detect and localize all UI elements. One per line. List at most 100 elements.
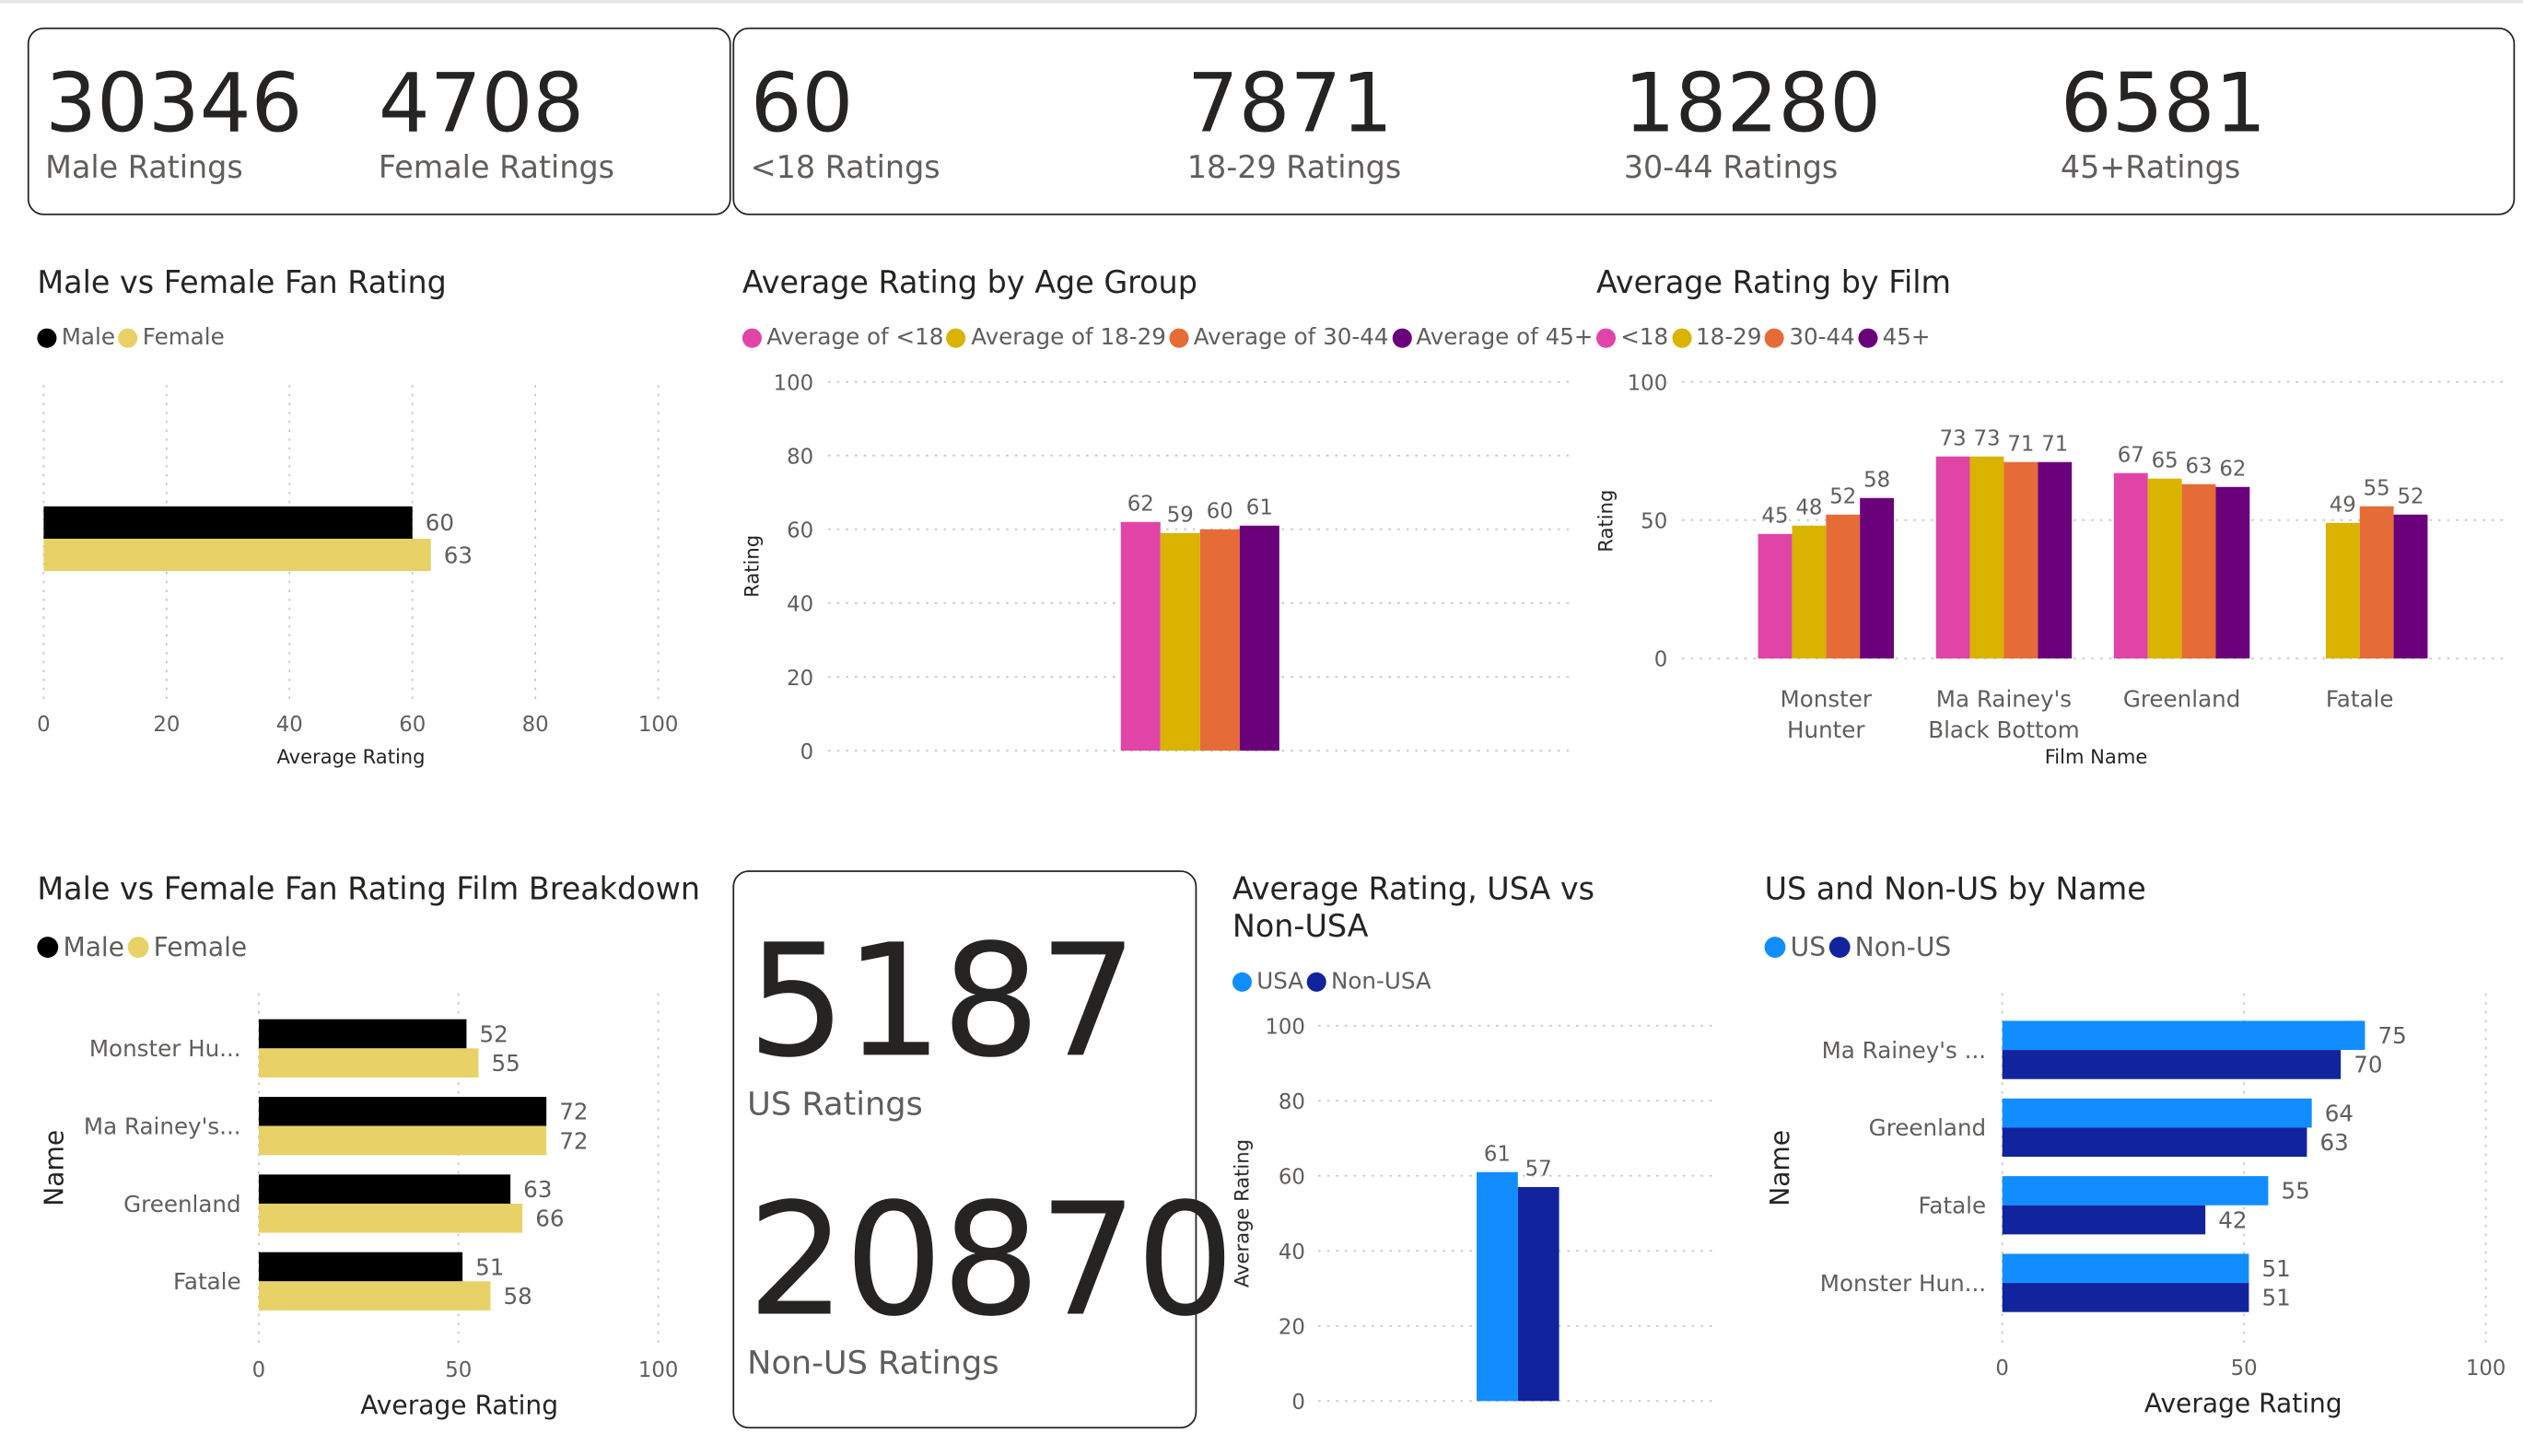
category-label: Fatale [1919,1193,1987,1219]
y-tick-label: 40 [1279,1241,1305,1264]
x-tick-label: 0 [252,1358,266,1382]
us-ratings-value: 5187 [747,911,1138,1092]
age18-29-kpi: 7871 18-29 Ratings [1187,58,1401,188]
legend-under18[interactable]: Average of <18 [742,325,943,351]
data-label: 63 [523,1176,552,1203]
data-label: 55 [2281,1178,2309,1205]
bar-non-us [2002,1283,2249,1312]
x-axis-title: Average Rating [276,745,425,768]
legend-non-us[interactable]: Non-US [1828,931,1952,963]
data-label: 70 [2354,1052,2382,1078]
legend-male[interactable]: Male [37,325,115,351]
data-label: 62 [1127,492,1154,516]
data-label: 51 [475,1253,504,1280]
age-kpi-card[interactable]: 60 <18 Ratings 7871 18-29 Ratings 18280 … [732,27,2516,215]
x-tick-label: 20 [153,713,180,737]
y-tick-label: 0 [1291,1391,1305,1415]
legend-female[interactable]: Female [118,325,225,351]
data-label: 61 [1246,495,1273,519]
data-label: 49 [2330,493,2356,517]
legend-label: Average of 30-44 [1193,325,1389,352]
data-label: 71 [2041,432,2068,456]
usa-vs-non-chart-title-line2: Non-USA [1232,909,1369,945]
age-group-chart-title: Average Rating by Age Group [742,265,1197,301]
bar-30-44 [2003,461,2038,658]
x-tick-label: 80 [522,713,549,737]
us-by-name-legend: US Non-US [1764,931,1955,963]
data-label: 63 [2319,1129,2348,1156]
legend-usa[interactable]: USA [1232,969,1303,995]
category-label: Greenland [1869,1114,1986,1141]
legend-label: US [1790,931,1827,963]
male-ratings-value: 30346 [45,56,303,151]
legend-label: Non-USA [1330,969,1431,996]
bar-45- [2038,461,2073,658]
legend-under18[interactable]: <18 [1595,325,1668,351]
legend-30-44[interactable]: 30-44 [1764,325,1855,352]
bar-non-us [2002,1127,2307,1158]
bar-30-44 [1826,514,1861,658]
legend-dot-icon [1392,328,1412,348]
x-tick-label: 100 [638,1358,679,1382]
legend-dot-icon [1671,328,1691,348]
data-label: 57 [1525,1158,1552,1182]
us-kpi-card[interactable]: 5187 US Ratings 20870 Non-US Ratings [732,870,1234,1429]
data-label: 64 [2325,1100,2354,1126]
legend-us[interactable]: US [1764,931,1827,963]
bar-45- [1860,497,1895,658]
age30-44-ratings-label: 30-44 Ratings [1623,150,1839,187]
legend-30-44[interactable]: Average of 30-44 [1169,325,1389,352]
y-tick-label: 100 [1265,1016,1305,1040]
bar-18-29 [1792,525,1827,658]
data-label: 63 [444,542,473,568]
film-breakdown-legend: Male Female [37,932,250,962]
legend-label: 30-44 [1789,325,1855,352]
data-label: 45 [1761,504,1788,528]
legend-18-29[interactable]: 18-29 [1671,325,1761,351]
legend-label: Non-US [1854,931,1952,963]
bar-average-of-45- [1239,525,1279,751]
legend-dot-icon [1828,937,1851,958]
legend-dot-icon [1169,328,1189,348]
bar-18-29 [2325,522,2360,658]
category-label: Ma Rainey's [1936,686,2072,713]
y-tick-label: 0 [800,740,814,764]
top-divider [0,0,2523,4]
data-label: 52 [2397,484,2424,508]
y-tick-label: 40 [787,593,813,617]
bar-female [258,1203,523,1233]
data-label: 61 [1484,1142,1511,1166]
by-film-chart-title: Average Rating by Film [1595,265,1952,301]
bar-us [2002,1176,2269,1206]
x-axis-title: Average Rating [2144,1389,2342,1419]
x-tick-label: 50 [445,1358,472,1382]
age45-ratings-value: 6581 [2060,56,2267,151]
male-female-chart-title: Male vs Female Fan Rating [37,265,447,301]
category-label: Ma Rainey's... [84,1112,241,1139]
legend-female[interactable]: Female [127,932,247,962]
gender-kpi-card[interactable]: 30346 Male Ratings 4708 Female Ratings [27,27,731,215]
non-us-kpi: 20870 Non-US Ratings [747,1180,1234,1383]
age30-44-kpi: 18280 30-44 Ratings [1624,58,1881,188]
legend-45[interactable]: Average of 45+ [1392,325,1594,351]
category-label: Black Bottom [1928,716,2079,743]
y-axis-title: Name [39,1130,69,1206]
bar-non-us [2002,1050,2342,1079]
y-axis-title: Name [1765,1130,1795,1206]
x-tick-label: 0 [37,713,51,737]
usa-vs-non-legend: USA Non-USA [1232,969,1434,995]
legend-18-29[interactable]: Average of 18-29 [946,325,1166,351]
legend-45[interactable]: 45+ [1858,325,1930,351]
under18-kpi: 60 <18 Ratings [751,58,940,188]
data-label: 58 [504,1283,532,1310]
category-label: Fatale [2326,686,2394,713]
data-label: 60 [1207,499,1233,523]
legend-dot-icon [1306,972,1326,992]
data-label: 67 [2118,443,2144,467]
legend-dot-icon [946,328,966,348]
legend-non-usa[interactable]: Non-USA [1306,969,1431,996]
category-label: Monster Hun... [1820,1270,1986,1297]
y-axis-title: Average Rating [1230,1139,1253,1287]
legend-male[interactable]: Male [37,932,124,962]
